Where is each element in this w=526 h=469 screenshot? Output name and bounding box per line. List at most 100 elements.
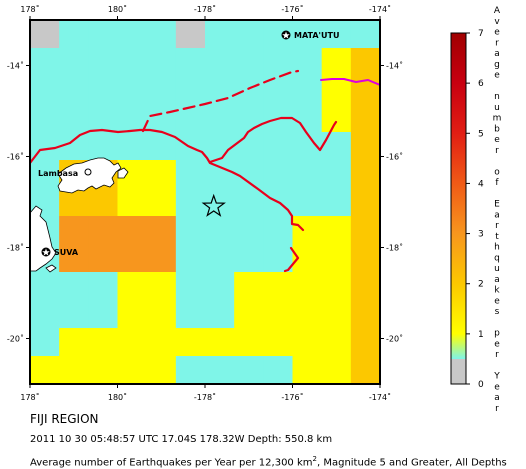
grid-cell	[205, 244, 235, 273]
grid-cell	[263, 132, 293, 161]
grid-cell	[117, 300, 148, 329]
grid-cell	[205, 104, 235, 133]
grid-cell	[321, 20, 352, 49]
grid-cell	[146, 356, 177, 384]
grid-cell	[321, 356, 352, 384]
grid-cell	[175, 76, 206, 105]
grid-cell	[234, 244, 264, 273]
grid-cell	[146, 300, 177, 329]
grid-cell	[175, 188, 206, 217]
grid-cell	[350, 328, 380, 357]
grid-cell	[350, 272, 380, 301]
grid-cell	[234, 76, 264, 105]
grid-cell	[88, 188, 118, 217]
y-tick-label: -18˚	[7, 243, 24, 253]
colorbar-title-letter: a	[494, 210, 500, 220]
colorbar-title-letter: p	[494, 329, 500, 339]
x-tick-label: 178˚	[20, 4, 39, 14]
x-tick-label: -174˚	[369, 4, 391, 14]
epicenter-star-icon	[201, 193, 226, 217]
grid-cell	[30, 20, 60, 49]
grid-cell	[350, 132, 380, 161]
grid-cell	[321, 132, 352, 161]
colorbar-title-letter: e	[494, 135, 500, 145]
grid-cell	[117, 216, 148, 245]
grid-cell	[59, 188, 89, 217]
grid-cell	[234, 300, 264, 329]
grid-cell	[146, 160, 177, 189]
grid-cell	[59, 300, 89, 329]
grid-cell	[117, 328, 148, 357]
grid-cell	[146, 20, 177, 49]
seismicity-map: MATA'UTU Lambasa SUVA 178˚ 178˚ 180˚ 180˚ -1…	[7, 4, 501, 412]
grid-cell	[175, 20, 206, 49]
colorbar-tick-label: 1	[478, 330, 484, 340]
map-description: Average number of Earthquakes per Year p…	[30, 455, 507, 468]
grid-cell	[292, 356, 323, 384]
grid-cell	[263, 328, 293, 357]
grid-cell	[350, 188, 380, 217]
colorbar-title-letter: a	[494, 393, 500, 403]
lambasa-label: Lambasa	[38, 169, 78, 178]
grid-cell	[205, 356, 235, 384]
grid-cell	[292, 216, 323, 245]
grid-cell	[205, 216, 235, 245]
y-tick-label: -14˚	[386, 61, 403, 71]
grid-cell	[88, 244, 118, 273]
grid-cell	[234, 272, 264, 301]
grid-cell	[205, 132, 235, 161]
colorbar-title-letter: a	[494, 275, 500, 285]
colorbar-title-letter: s	[495, 307, 500, 317]
grid-cell	[146, 272, 177, 301]
colorbar-tick-label: 3	[478, 230, 484, 240]
grid-cell	[117, 272, 148, 301]
grid-cell	[321, 300, 352, 329]
colorbar-tick-label: 6	[478, 79, 484, 89]
grid-cell	[263, 356, 293, 384]
mata-utu-star-icon	[282, 31, 290, 39]
fracture-zone-boundary	[30, 128, 305, 232]
description-superscript: 2	[312, 455, 317, 463]
grid-cell	[175, 272, 206, 301]
map-axes: 178˚ 178˚ 180˚ 180˚ -178˚ -178˚ -176˚ -176˚ -174…	[7, 4, 403, 402]
grid-cell	[263, 216, 293, 245]
taveuni-island	[117, 167, 129, 179]
region-title: FIJI REGION	[30, 412, 99, 426]
grid-cell	[263, 48, 293, 77]
suva-label: SUVA	[54, 248, 79, 257]
grid-cell	[59, 244, 89, 273]
grid-cell	[205, 20, 235, 49]
description-text: Average number of Earthquakes per Year p…	[30, 457, 313, 469]
grid-cell	[263, 272, 293, 301]
colorbar-title-letter: u	[494, 103, 500, 113]
colorbar-title-letter: v	[494, 17, 500, 27]
grid-cell	[59, 20, 89, 49]
grid-cell	[146, 76, 177, 105]
x-tick-label: -176˚	[281, 392, 303, 402]
colorbar-title-letter: g	[494, 60, 500, 70]
grid-cell	[292, 272, 323, 301]
grid-cell	[146, 328, 177, 357]
suva-star-icon	[42, 248, 50, 256]
mata-utu-marker: MATA'UTU	[281, 30, 339, 40]
colorbar-title-letter: k	[494, 286, 500, 296]
grid-cell	[175, 104, 206, 133]
grid-cell	[59, 356, 89, 384]
grid-cell	[175, 48, 206, 77]
grid-cell	[205, 300, 235, 329]
grid-cell	[59, 216, 89, 245]
grid-cell	[205, 48, 235, 77]
grid-cell	[321, 48, 352, 77]
grid-cell	[234, 216, 264, 245]
grid-cell	[117, 76, 148, 105]
y-tick-label: -18˚	[386, 243, 403, 253]
grid-cell	[350, 244, 380, 273]
colorbar-title-letter: f	[495, 178, 499, 188]
grid-cell	[146, 244, 177, 273]
grid-cell	[292, 76, 323, 105]
grid-cell	[30, 160, 60, 189]
grid-cell	[117, 244, 148, 273]
grid-cell	[292, 300, 323, 329]
grid-cell	[292, 160, 323, 189]
grid-cell	[175, 244, 206, 273]
